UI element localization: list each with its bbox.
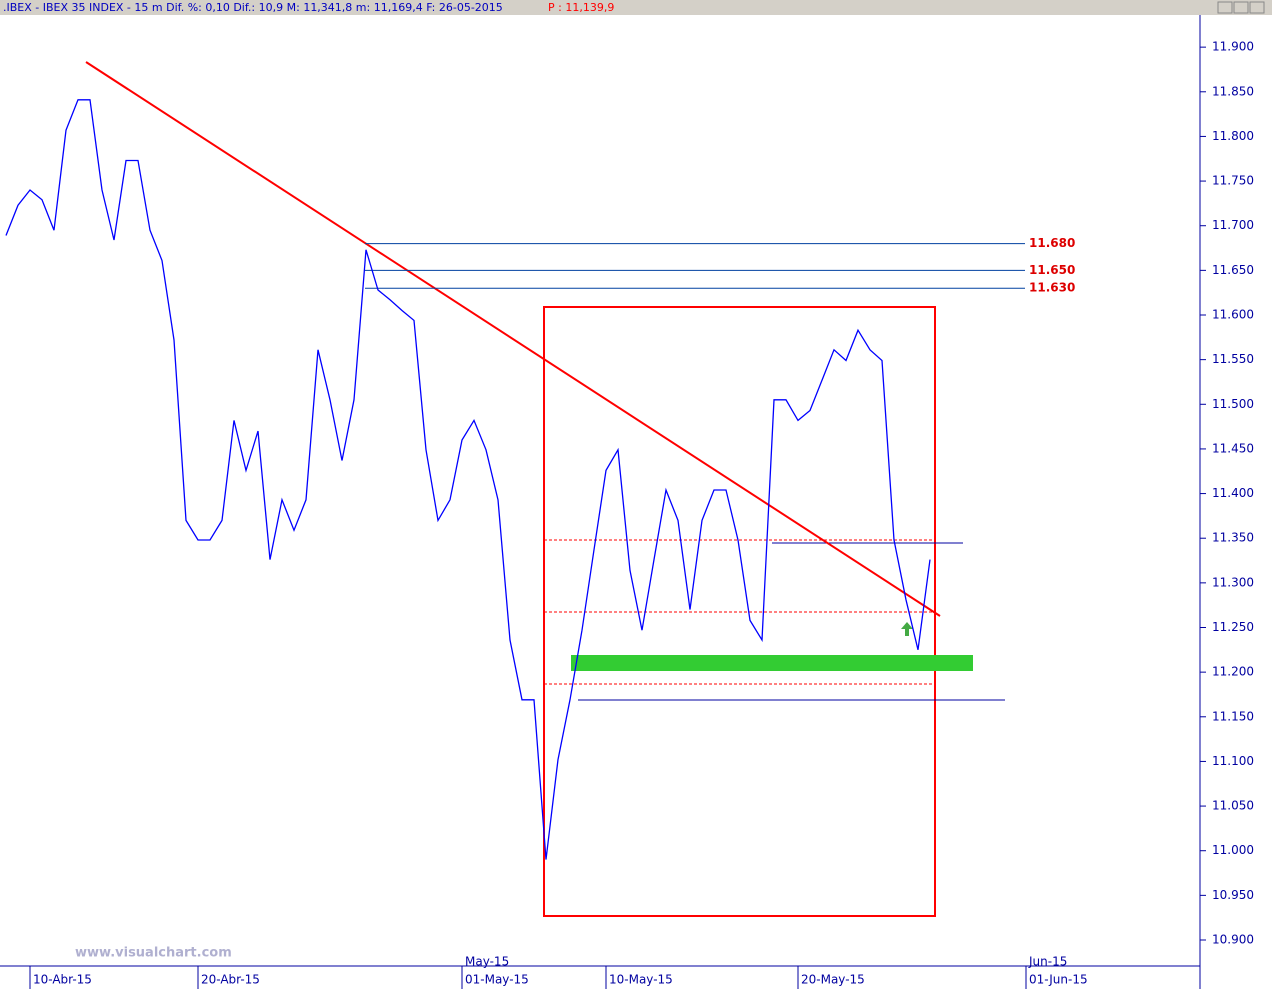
- y-tick-label: 11.200: [1212, 665, 1254, 679]
- window-buttons: [1217, 1, 1265, 14]
- price-level-label: 11.630: [1029, 281, 1075, 295]
- y-tick-label: 10.900: [1212, 933, 1254, 947]
- y-tick-label: 11.900: [1212, 40, 1254, 54]
- y-tick-label: 11.100: [1212, 754, 1254, 768]
- x-tick-label: 10-May-15: [609, 973, 673, 987]
- trend-line: [85, 61, 941, 617]
- close-button[interactable]: [1249, 1, 1265, 14]
- x-tick-label: 10-Abr-15: [33, 973, 92, 987]
- watermark: www.visualchart.com: [75, 946, 232, 961]
- x-month-label: May-15: [465, 955, 509, 969]
- y-tick-label: 11.500: [1212, 397, 1254, 411]
- maximize-button[interactable]: [1233, 1, 1249, 14]
- x-tick-label: 20-May-15: [801, 973, 865, 987]
- y-tick-label: 11.850: [1212, 84, 1254, 98]
- minimize-button[interactable]: [1217, 1, 1233, 14]
- y-tick-label: 11.800: [1212, 129, 1254, 143]
- y-tick-label: 11.450: [1212, 441, 1254, 455]
- x-month-label: Jun-15: [1028, 955, 1067, 969]
- y-tick-label: 11.650: [1212, 263, 1254, 277]
- y-tick-label: 11.700: [1212, 218, 1254, 232]
- chart-title: .IBEX - IBEX 35 INDEX - 15 m Dif. %: 0,1…: [3, 1, 503, 14]
- x-tick-label: 01-Jun-15: [1029, 973, 1088, 987]
- y-tick-label: 11.750: [1212, 174, 1254, 188]
- price-level-label: 11.650: [1029, 263, 1075, 277]
- y-tick-label: 10.950: [1212, 888, 1254, 902]
- price-level-label: 11.680: [1029, 236, 1075, 250]
- y-tick-label: 11.300: [1212, 575, 1254, 589]
- price-line: [5, 99, 931, 860]
- support-zone: [571, 655, 973, 671]
- y-tick-label: 11.250: [1212, 620, 1254, 634]
- y-tick-label: 11.350: [1212, 531, 1254, 545]
- y-tick-label: 11.400: [1212, 486, 1254, 500]
- x-tick-label: 01-May-15: [465, 973, 529, 987]
- y-tick-label: 11.600: [1212, 308, 1254, 322]
- y-tick-label: 11.150: [1212, 709, 1254, 723]
- y-tick-label: 11.050: [1212, 799, 1254, 813]
- y-tick-label: 11.000: [1212, 843, 1254, 857]
- x-tick-label: 20-Abr-15: [201, 973, 260, 987]
- y-tick-label: 11.550: [1212, 352, 1254, 366]
- arrow-icon: [901, 622, 913, 636]
- last-price: P : 11,139,9: [548, 1, 614, 14]
- header-bar: [0, 0, 1272, 15]
